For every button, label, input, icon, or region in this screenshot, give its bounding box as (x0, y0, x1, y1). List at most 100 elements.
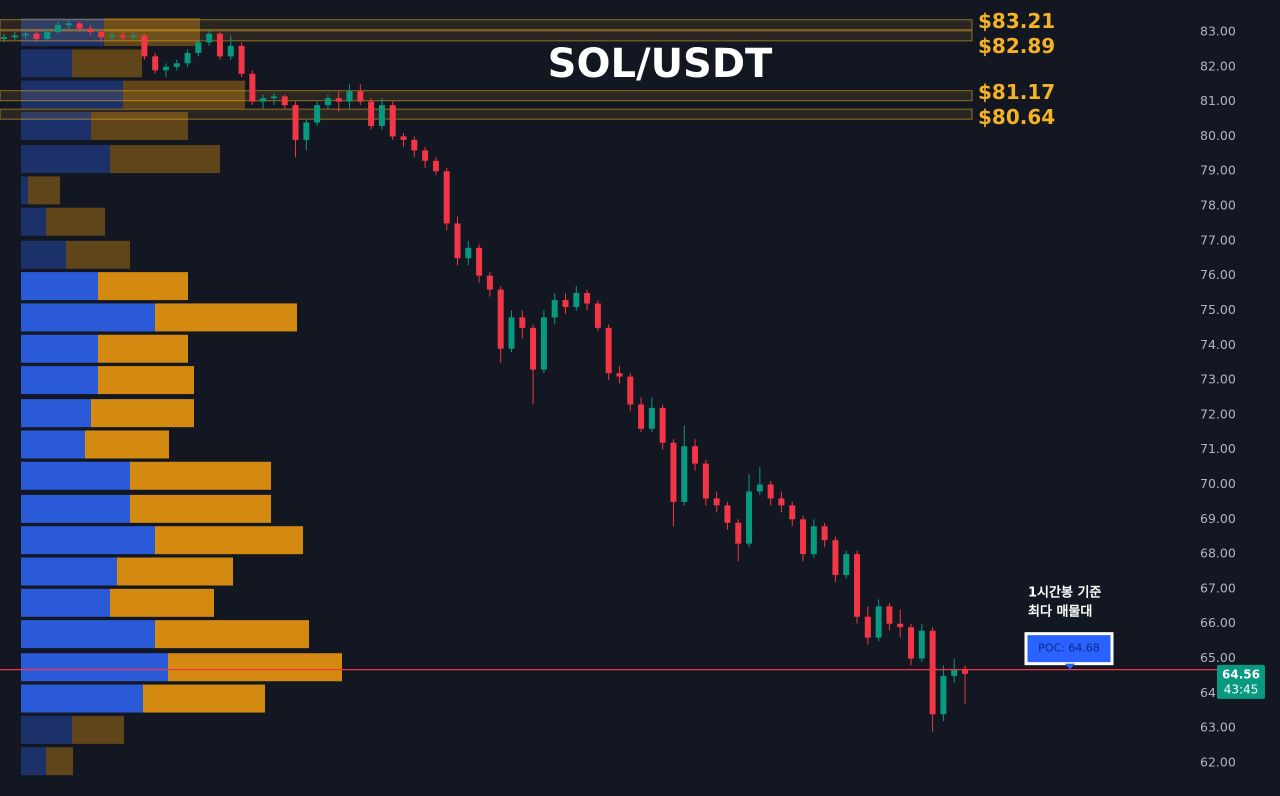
y-tick-label: 72.00 (1200, 406, 1236, 421)
level-zone (0, 30, 973, 42)
y-tick-label: 83.00 (1200, 24, 1236, 39)
candle-body (702, 463, 709, 499)
profile-sell (110, 588, 214, 617)
candle-body (184, 52, 191, 64)
profile-sell (91, 399, 194, 428)
candle-body (76, 23, 83, 29)
candle-body (486, 275, 493, 290)
candle-body (108, 35, 115, 38)
candle-body (497, 289, 504, 349)
profile-sell (72, 49, 142, 78)
candle-body (389, 105, 396, 137)
profile-buy (21, 334, 98, 363)
candle-body (778, 498, 785, 506)
candle-body (476, 247, 483, 276)
candle-body (627, 376, 634, 405)
y-tick-label: 81.00 (1200, 93, 1236, 108)
candle-body (800, 519, 807, 555)
candle-body (508, 317, 515, 349)
profile-buy (21, 49, 72, 78)
profile-buy (21, 620, 155, 649)
candle-body (648, 407, 655, 429)
candle-body (519, 317, 526, 328)
profile-buy (21, 145, 110, 174)
candle-body (584, 293, 591, 304)
candle-body (173, 63, 180, 67)
candle-body (270, 96, 277, 99)
profile-buy (21, 557, 117, 586)
candle-body (605, 327, 612, 374)
candle-body (119, 35, 126, 38)
profile-sell (46, 747, 73, 776)
y-tick-label: 76.00 (1200, 267, 1236, 282)
profile-buy (21, 494, 130, 523)
candle-body (141, 35, 148, 57)
y-tick-label: 82.00 (1200, 58, 1236, 73)
profile-sell (155, 303, 297, 332)
candle-body (1, 37, 7, 39)
profile-sell (155, 620, 309, 649)
candle-body (292, 105, 299, 140)
countdown: 43:45 (1224, 682, 1259, 696)
candle-body (854, 554, 861, 617)
candle-body (368, 101, 375, 126)
candle-body (638, 404, 645, 429)
candle-body (573, 293, 580, 307)
profile-sell (28, 176, 60, 205)
profile-sell (98, 272, 188, 301)
candle-body (832, 540, 839, 575)
candle-body (238, 45, 245, 74)
profile-buy (21, 176, 28, 205)
last-price-tag (1217, 664, 1265, 699)
candle-body (918, 630, 925, 659)
profile-sell (117, 557, 233, 586)
candle-body (767, 484, 774, 499)
candle-body (897, 623, 904, 628)
candle-body (227, 45, 234, 57)
candle-body (843, 554, 850, 575)
y-tick-label: 62.00 (1200, 754, 1236, 769)
y-tick-label: 75.00 (1200, 302, 1236, 317)
candle-body (249, 73, 256, 102)
profile-buy (21, 240, 66, 269)
y-tick-label: 80.00 (1200, 128, 1236, 143)
y-tick-label: 79.00 (1200, 163, 1236, 178)
candle-body (594, 303, 601, 328)
y-tick-label: 65.00 (1200, 650, 1236, 665)
level-zone (0, 108, 973, 120)
profile-sell (130, 461, 271, 490)
y-tick-label: 70.00 (1200, 476, 1236, 491)
candle-body (98, 32, 105, 38)
candle-body (886, 606, 893, 624)
candle-body (875, 606, 882, 638)
candle-body (65, 23, 72, 26)
poc-pointer (1065, 663, 1075, 670)
profile-buy (21, 684, 143, 713)
candle-body (713, 498, 720, 506)
candle-body (400, 136, 407, 140)
candle-body (821, 526, 828, 541)
candle-body (314, 105, 321, 123)
candle-body (659, 407, 666, 443)
profile-buy (21, 303, 155, 332)
candle-body (281, 96, 288, 106)
profile-sell (72, 715, 124, 744)
candle-body (22, 33, 29, 36)
candle-body (735, 522, 742, 544)
candle-body (929, 630, 936, 715)
level-label: $81.17 (978, 80, 1055, 104)
profile-buy (21, 399, 91, 428)
profile-buy (21, 461, 130, 490)
candle-body (951, 668, 958, 676)
y-tick-label: 68.00 (1200, 546, 1236, 561)
profile-buy (21, 526, 155, 555)
candle-body (260, 98, 267, 102)
y-tick-label: 66.00 (1200, 615, 1236, 630)
candle-body (908, 627, 915, 659)
candle-body (465, 247, 472, 259)
candle-body (692, 446, 699, 464)
profile-sell (130, 494, 271, 523)
candle-body (789, 505, 796, 520)
